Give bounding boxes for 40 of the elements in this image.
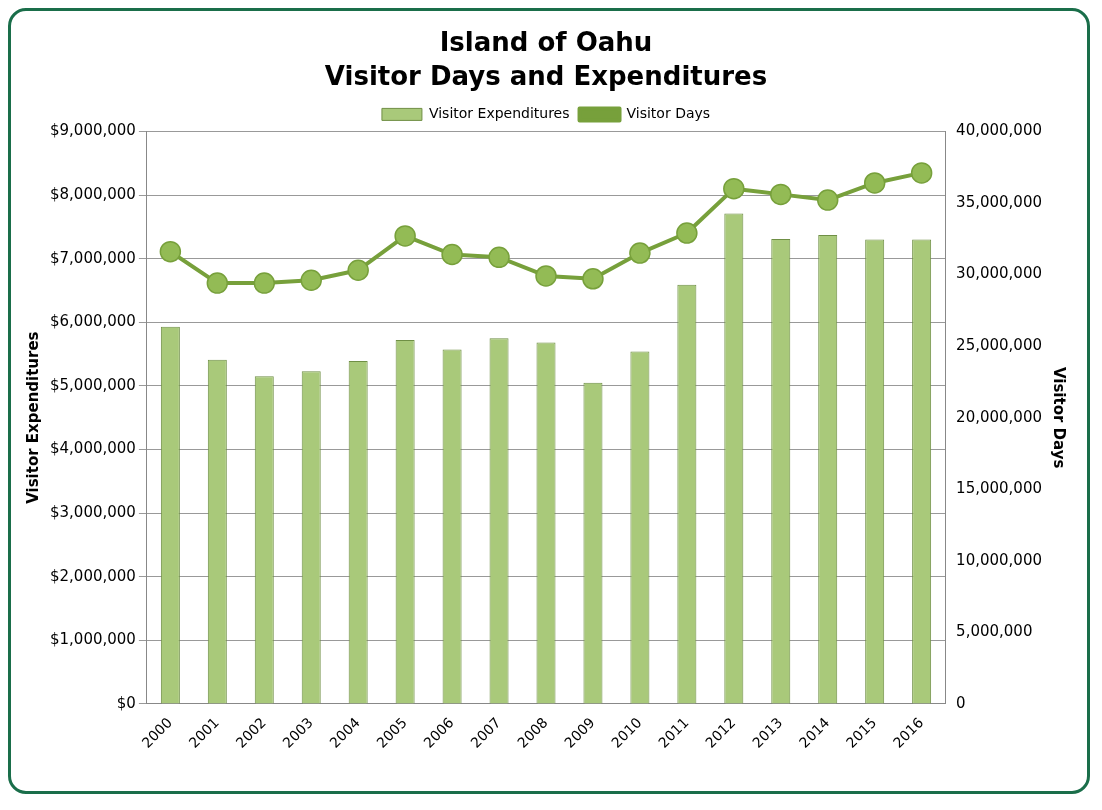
y2-tick-label: 5,000,000: [956, 622, 1033, 641]
y2-tick-label: 0: [956, 693, 966, 712]
point: [535, 265, 557, 287]
y-tick-label: $5,000,000: [49, 375, 136, 394]
point: [300, 269, 322, 292]
point: [816, 189, 839, 211]
chart-title: Island of Oahu: [439, 27, 653, 58]
point: [582, 268, 604, 290]
legend-label: Visitor Expenditures: [428, 105, 570, 122]
point: [253, 272, 276, 294]
point: [159, 240, 182, 263]
y2-tick-label: 35,000,000: [956, 192, 1043, 211]
point: [910, 162, 933, 184]
y2-tick-label: 15,000,000: [956, 479, 1043, 498]
y2-axis-title: Visitor Days: [1050, 366, 1069, 469]
y-tick-label: $9,000,000: [49, 121, 136, 140]
point: [770, 183, 792, 206]
y2-tick-label: 25,000,000: [956, 335, 1043, 354]
point: [488, 246, 510, 269]
y2-tick-label: 10,000,000: [956, 550, 1043, 569]
y2-tick-label: 40,000,000: [956, 121, 1043, 140]
point: [394, 225, 416, 247]
y-tick-label: $2,000,000: [49, 566, 136, 585]
y-tick-label: $8,000,000: [49, 184, 136, 203]
y-tick-label: $0: [116, 693, 136, 712]
y-tick-label: $3,000,000: [49, 502, 136, 521]
point: [441, 243, 463, 266]
point: [676, 222, 698, 244]
point: [723, 177, 745, 200]
y2-tick-label: 20,000,000: [956, 407, 1043, 426]
point: [206, 272, 229, 294]
point: [347, 259, 369, 281]
y-tick-label: $4,000,000: [49, 439, 136, 458]
point: [629, 242, 651, 264]
point: [863, 172, 886, 194]
y-tick-label: $1,000,000: [49, 630, 136, 649]
y-tick-label: $6,000,000: [49, 312, 136, 331]
y-tick-label: $7,000,000: [49, 248, 136, 267]
y-axis-title: Visitor Expenditures: [23, 331, 42, 504]
y2-tick-label: 30,000,000: [956, 264, 1043, 283]
